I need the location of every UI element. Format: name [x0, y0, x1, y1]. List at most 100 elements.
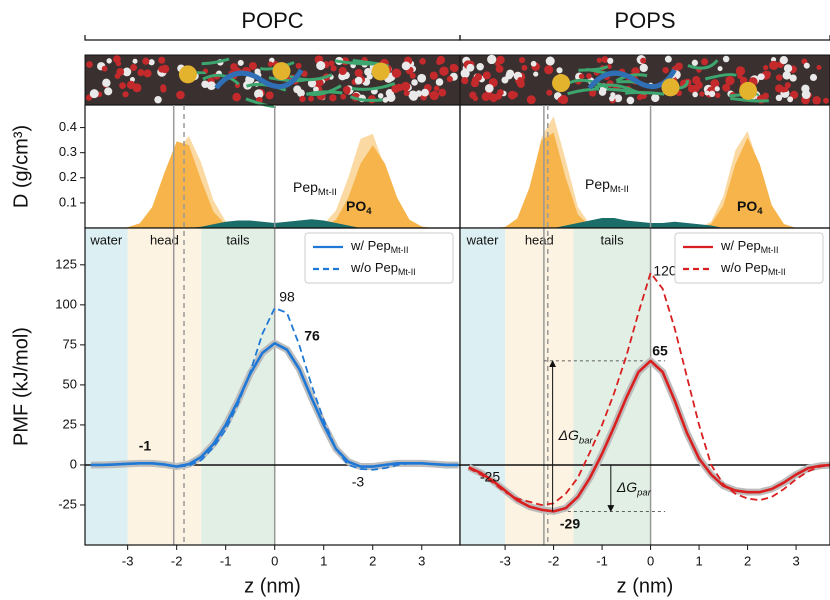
atom	[816, 65, 821, 70]
atom	[812, 96, 821, 105]
atom	[119, 82, 126, 89]
atom	[467, 64, 475, 72]
atom	[130, 64, 137, 71]
atom	[546, 90, 552, 96]
atom	[329, 60, 335, 66]
atom	[762, 93, 769, 100]
atom	[783, 71, 792, 80]
value-label: 120	[653, 263, 677, 279]
atom	[158, 66, 165, 73]
region	[460, 228, 505, 545]
column-title: POPS	[614, 8, 675, 33]
atom	[419, 58, 426, 65]
x-tick-label: 1	[320, 553, 327, 568]
atom	[662, 67, 668, 73]
y-tick-label: 25	[63, 416, 77, 431]
value-label: -25	[480, 469, 500, 485]
atom	[665, 56, 672, 63]
x-tick-label: -3	[499, 553, 511, 568]
atom	[725, 76, 734, 85]
legend-label-main: w/ Pep	[720, 238, 761, 253]
atom	[436, 59, 442, 65]
atom	[763, 65, 768, 70]
phosphate	[272, 62, 290, 80]
atom	[439, 67, 448, 76]
region	[85, 228, 128, 545]
legend-label-sub: Mt-II	[761, 245, 779, 255]
atom	[701, 58, 708, 65]
atom	[784, 87, 789, 92]
legend-label-sub: Mt-II	[398, 267, 416, 277]
x-tick-label: 2	[369, 553, 376, 568]
atom	[160, 84, 166, 90]
legend-label-main: w/o Pep	[350, 260, 398, 275]
annotation-main: PO	[737, 198, 757, 214]
atom	[766, 71, 772, 77]
atom	[154, 96, 161, 103]
atom	[705, 90, 710, 95]
y-tick-label: 0.4	[59, 119, 77, 134]
y-tick-label: 0.1	[59, 194, 77, 209]
atom	[723, 56, 729, 62]
annotation-sub: Mt-II	[318, 187, 337, 198]
atom	[512, 92, 518, 98]
delta-label-main: ΔG	[558, 427, 579, 443]
atom	[144, 69, 152, 77]
region	[128, 228, 202, 545]
atom	[411, 79, 418, 86]
atom	[401, 82, 410, 91]
atom	[531, 61, 537, 67]
x-tick-label: 0	[271, 553, 278, 568]
y-tick-label: 100	[55, 296, 77, 311]
atom	[392, 68, 401, 77]
x-tick-label: -1	[596, 553, 608, 568]
column-title: POPC	[241, 8, 303, 33]
phosphate	[372, 62, 390, 80]
atom	[776, 74, 782, 80]
atom	[517, 80, 525, 88]
atom	[438, 89, 446, 97]
column-bracket	[460, 35, 830, 40]
atom	[364, 68, 372, 76]
phosphate	[179, 65, 197, 83]
atom	[506, 70, 514, 78]
atom	[249, 62, 257, 70]
atom	[158, 57, 165, 64]
atom	[579, 74, 585, 80]
delta-label-sub: bar	[579, 435, 594, 446]
value-label: -1	[139, 438, 152, 454]
atom	[339, 67, 347, 75]
atom	[116, 61, 121, 66]
atom	[527, 95, 536, 104]
phosphate	[552, 74, 570, 92]
atom	[383, 97, 389, 103]
atom	[597, 58, 602, 63]
x-tick-label: -1	[220, 553, 232, 568]
page: {"chart_data": [ {"type": "area", "title…	[0, 0, 830, 600]
atom	[607, 58, 613, 64]
atom	[232, 93, 241, 102]
atom	[329, 94, 336, 101]
atom	[699, 91, 704, 96]
value-label: -3	[352, 474, 365, 490]
x-axis-label: z (nm)	[244, 575, 301, 597]
atom	[230, 63, 238, 71]
atom	[461, 77, 468, 84]
y-tick-label: 125	[55, 256, 77, 271]
atom	[609, 96, 615, 102]
atom	[238, 60, 244, 66]
atom	[122, 91, 128, 97]
atom	[533, 71, 538, 76]
atom	[127, 81, 135, 89]
atom	[421, 89, 429, 97]
atom	[402, 61, 411, 70]
atom	[769, 61, 778, 70]
delta-label-sub: par	[636, 487, 652, 498]
atom	[106, 58, 111, 63]
atom	[447, 76, 453, 82]
atom	[637, 95, 643, 101]
atom	[784, 64, 792, 72]
atom	[207, 81, 216, 90]
phosphate	[661, 78, 679, 96]
value-label: 76	[304, 328, 320, 344]
